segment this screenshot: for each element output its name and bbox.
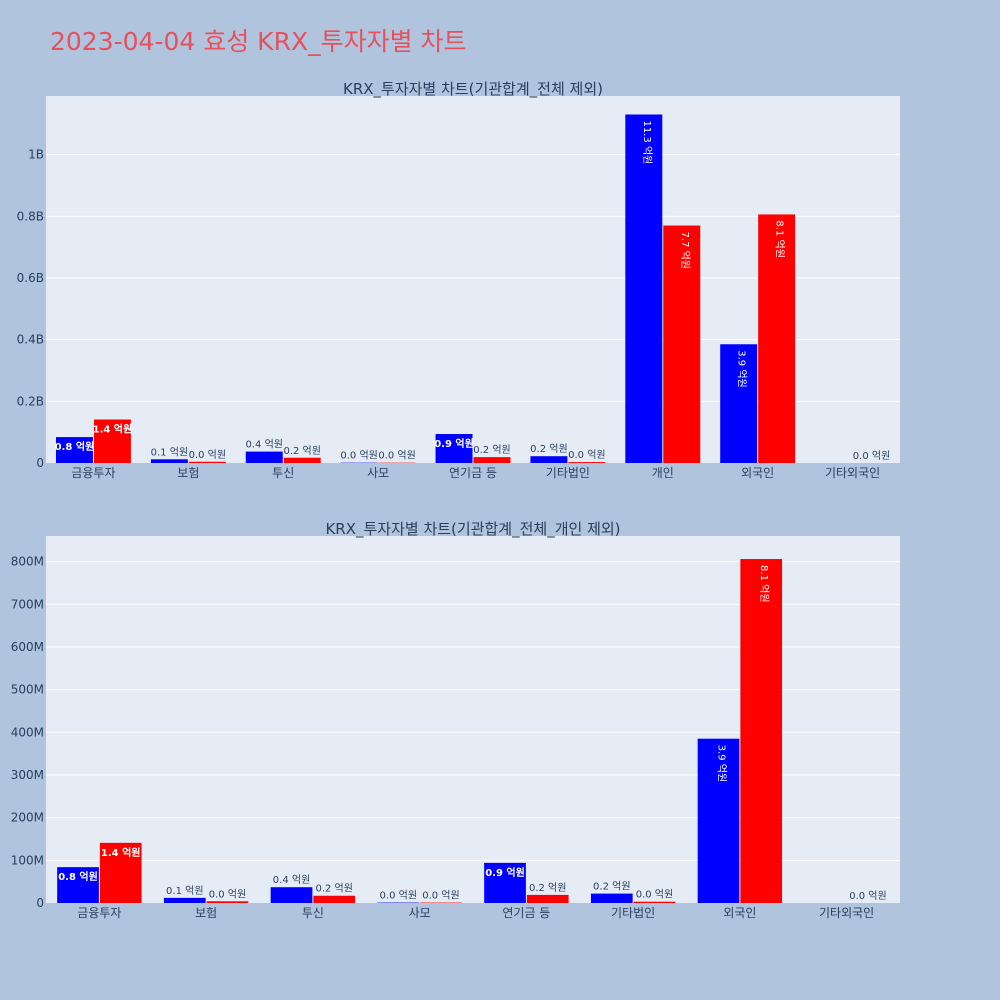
x-tick-label: 개인 [652, 466, 674, 480]
x-tick-label: 보험 [177, 466, 199, 480]
bar-data-label: 0.2 억원 [593, 881, 630, 893]
y-tick-label: 0.4B [17, 333, 44, 347]
y-tick-label: 800M [11, 555, 44, 569]
x-tick-label: 연기금 등 [502, 906, 550, 920]
bar-data-label: 0.1 억원 [166, 885, 203, 897]
bar [720, 344, 758, 463]
y-tick-label: 200M [11, 811, 44, 825]
y-tick-label: 0.6B [17, 271, 44, 285]
page-title: 2023-04-04 효성 KRX_투자자별 차트 [50, 27, 467, 56]
bar-data-label: 8.1 억원 [758, 565, 770, 602]
bar-data-label: 0.0 억원 [380, 890, 417, 902]
bar-data-label: 7.7 억원 [679, 232, 691, 269]
y-tick-label: 400M [11, 725, 44, 739]
bar [188, 461, 226, 463]
bar [93, 419, 131, 463]
y-tick-label: 600M [11, 640, 44, 654]
bar [697, 738, 740, 903]
bar [663, 225, 701, 463]
y-tick-label: 1B [28, 148, 44, 162]
bar-data-label: 0.8 억원 [58, 870, 98, 883]
bar [568, 462, 606, 463]
bar [270, 887, 313, 903]
bar [625, 114, 663, 463]
bar-data-label: 0.0 억원 [340, 450, 377, 462]
y-tick-label: 0 [36, 456, 44, 470]
x-tick-label: 기타법인 [611, 906, 655, 920]
bar-data-label: 1.4 억원 [101, 846, 141, 859]
bar [758, 214, 796, 463]
bar [206, 901, 249, 903]
bar-data-label: 8.1 억원 [774, 220, 786, 257]
x-tick-label: 투신 [302, 906, 324, 920]
bar-data-label: 0.9 억원 [485, 866, 525, 879]
bar-data-label: 0.0 억원 [209, 888, 246, 900]
y-tick-label: 0.8B [17, 209, 44, 223]
x-tick-label: 연기금 등 [449, 466, 497, 480]
x-tick-label: 기타외국인 [825, 466, 880, 480]
bar [740, 559, 783, 903]
bar-data-label: 0.0 억원 [189, 449, 226, 461]
x-tick-label: 사모 [367, 466, 389, 480]
bar [484, 862, 526, 903]
bar-data-label: 11.3 억원 [641, 121, 653, 165]
y-tick-label: 0 [36, 896, 44, 910]
bar-data-label: 0.2 억원 [283, 445, 320, 457]
bar [55, 437, 93, 463]
x-tick-label: 기타외국인 [819, 906, 874, 920]
bar [150, 459, 188, 463]
bar [530, 456, 568, 463]
bar-data-label: 0.8 억원 [55, 440, 95, 453]
bar [313, 895, 356, 903]
x-tick-label: 외국인 [741, 466, 774, 480]
bar-data-label: 0.0 억원 [378, 450, 415, 462]
y-tick-label: 500M [11, 683, 44, 697]
y-tick-label: 700M [11, 597, 44, 611]
x-tick-label: 사모 [409, 906, 431, 920]
y-tick-label: 300M [11, 768, 44, 782]
bar-data-label: 0.2 억원 [473, 444, 510, 456]
bar [435, 434, 473, 463]
bar-data-label: 0.0 억원 [568, 449, 605, 461]
bar-data-label: 3.9 억원 [736, 350, 748, 387]
bar-data-label: 0.1 억원 [151, 446, 188, 458]
chart-bottom: 0 100M 200M 300M 400M 500M 600M 700M 800M KRX_투자자… [11, 520, 900, 920]
bar [633, 901, 676, 903]
bar [99, 842, 142, 903]
bar-data-label: 0.0 억원 [636, 889, 673, 901]
bar-data-label: 0.2 억원 [530, 443, 567, 455]
x-tick-label: 외국인 [723, 906, 756, 920]
bar-data-label: 1.4 억원 [93, 423, 133, 436]
bar-data-label: 0.2 억원 [315, 883, 352, 895]
bar-data-label: 0.4 억원 [273, 874, 310, 886]
bar-data-label: 0.0 억원 [849, 890, 886, 902]
y-tick-label: 100M [11, 853, 44, 867]
bar-data-label: 0.9 억원 [434, 437, 474, 450]
plot-area [46, 96, 900, 463]
chart-title: KRX_투자자별 차트(기관합계_전체 제외) [343, 80, 603, 99]
bar-data-label: 3.9 억원 [716, 745, 728, 782]
bar [57, 867, 99, 903]
chart-top: 0 0.2B 0.4B 0.6B 0.8B 1B KRX_투자자별 차트(기관합계_전체 제… [17, 80, 900, 480]
x-tick-label: 보험 [195, 906, 217, 920]
bar-data-label: 0.2 억원 [529, 882, 566, 894]
x-tick-label: 투신 [272, 466, 294, 480]
bar [590, 893, 633, 903]
bar-data-label: 0.0 억원 [853, 450, 890, 462]
bar-data-label: 0.4 억원 [246, 439, 283, 451]
x-tick-label: 기타법인 [546, 466, 590, 480]
x-tick-label: 금융투자 [77, 906, 121, 920]
x-tick-label: 금융투자 [71, 466, 115, 480]
bar [283, 457, 321, 463]
bar-data-label: 0.0 억원 [422, 890, 459, 902]
y-tick-label: 0.2B [17, 394, 44, 408]
chart-title: KRX_투자자별 차트(기관합계_전체_개인 제외) [325, 520, 620, 539]
bar [526, 894, 569, 903]
bar [473, 457, 511, 463]
bar [163, 897, 206, 903]
bar [245, 451, 283, 463]
